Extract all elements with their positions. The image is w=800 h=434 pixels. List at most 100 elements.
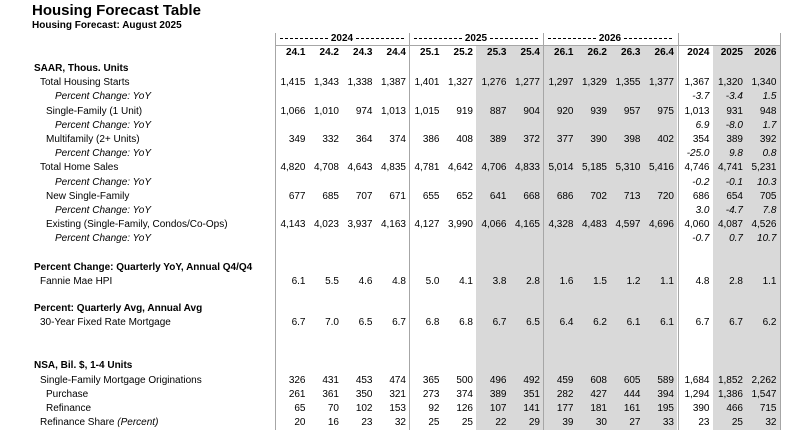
quarter-value: 655 (422, 190, 440, 202)
quarter-value: 1,010 (313, 105, 339, 117)
row-label-text: Refinance Share (40, 417, 115, 429)
quarter-value: 677 (288, 190, 306, 202)
column-header: 26.4 (654, 47, 674, 58)
quarter-value: 351 (523, 388, 540, 400)
annual-value: 10.3 (757, 176, 777, 188)
quarter-value: 6.5 (526, 317, 540, 329)
row-label: 30-Year Fixed Rate Mortgage (40, 316, 171, 330)
annual-value: 1,367 (684, 77, 710, 89)
quarter-value: 3.8 (492, 275, 507, 287)
quarter-value: 939 (590, 105, 607, 117)
quarter-value: 1,327 (447, 77, 473, 89)
quarter-value: 702 (590, 190, 607, 202)
quarter-value: 408 (456, 134, 473, 145)
column-header: 24.3 (353, 47, 373, 58)
quarter-value: 273 (422, 388, 440, 400)
quarter-value: 1,276 (481, 77, 507, 89)
quarter-value: 474 (389, 374, 406, 386)
quarter-value: 459 (556, 374, 574, 386)
quarter-value: 361 (322, 388, 339, 400)
annual-value: 4,526 (751, 219, 777, 231)
annual-value: -3.4 (725, 91, 743, 103)
quarter-value: 65 (294, 403, 306, 414)
quarter-value: 32 (394, 417, 406, 429)
table-subtitle: Housing Forecast: August 2025 (32, 20, 182, 31)
quarter-value: 431 (322, 374, 339, 386)
quarter-value: 70 (327, 403, 339, 414)
quarter-value: 5.0 (425, 275, 440, 287)
quarter-value: 350 (355, 388, 373, 400)
annual-value: 392 (759, 134, 777, 145)
annual-value: -3.7 (692, 91, 710, 103)
quarter-value: 394 (657, 388, 674, 400)
column-header: 26.2 (587, 47, 607, 58)
quarter-value: 652 (456, 190, 473, 202)
column-rule (409, 33, 410, 430)
quarter-value: 668 (523, 190, 540, 202)
quarter-value: 4,781 (414, 162, 440, 174)
annual-value: 354 (692, 134, 710, 145)
quarter-value: 321 (389, 388, 406, 400)
row-label: Percent Change: YoY (55, 147, 151, 161)
row-label: Percent Change: YoY (55, 232, 151, 246)
annual-value: -0.2 (692, 176, 710, 188)
quarter-value: 7.0 (325, 317, 339, 329)
quarter-value: 492 (523, 374, 540, 386)
quarter-value: 4,143 (280, 219, 306, 231)
quarter-value: 3,990 (447, 219, 473, 231)
annual-value: -25.0 (686, 148, 710, 160)
column-header: 24.2 (319, 47, 339, 58)
quarter-value: 1,329 (581, 77, 607, 89)
row-label: Percent Change: YoY (55, 90, 151, 104)
row-label-text: Existing (Single-Family, Condos/Co-Ops) (46, 219, 228, 231)
quarter-value: 389 (489, 134, 507, 145)
quarter-value: 398 (623, 134, 641, 145)
quarter-value: 4,163 (380, 219, 406, 231)
quarter-value: 4.8 (392, 275, 406, 287)
quarter-value: 5,014 (548, 162, 574, 174)
column-header: 25.1 (420, 47, 440, 58)
quarter-value: 161 (623, 403, 641, 414)
annual-value: 7.8 (762, 205, 777, 216)
row-label: Percent Change: YoY (55, 176, 151, 190)
quarter-value: 2.8 (526, 275, 540, 287)
quarter-value: 4,165 (514, 219, 540, 231)
row-label: Fannie Mae HPI (40, 275, 112, 289)
quarter-value: 326 (288, 374, 306, 386)
annual-value: -0.1 (725, 176, 743, 188)
quarter-value: 685 (322, 190, 339, 202)
quarter-value: 919 (456, 105, 473, 117)
annual-value: 715 (759, 403, 777, 414)
annual-value: 6.2 (762, 317, 777, 329)
row-label-text: Percent Change: YoY (55, 148, 151, 160)
quarter-value: 4.1 (459, 275, 473, 287)
year-group-header: 2025 (411, 31, 541, 45)
section-title: SAAR, Thous. Units (34, 63, 129, 74)
row-label-text: Percent Change: YoY (55, 233, 151, 245)
quarter-value: 4,833 (514, 162, 540, 174)
quarter-value: 1.6 (559, 275, 574, 287)
quarter-value: 686 (556, 190, 574, 202)
quarter-value: 39 (562, 417, 574, 429)
annual-value: 4.8 (695, 275, 710, 287)
quarter-value: 496 (489, 374, 507, 386)
quarter-value: 1,066 (280, 105, 306, 117)
column-header: 24.4 (386, 47, 406, 58)
quarter-value: 1,415 (280, 77, 306, 89)
quarter-value: 1,297 (548, 77, 574, 89)
annual-value: 686 (692, 190, 710, 202)
quarter-value: 3,937 (347, 219, 373, 231)
annual-value: 23 (698, 417, 710, 429)
column-header: 2026 (754, 47, 777, 58)
quarter-value: 5,416 (648, 162, 674, 174)
quarter-value: 22 (495, 417, 507, 429)
quarter-value: 444 (623, 388, 641, 400)
quarter-value: 957 (623, 105, 641, 117)
quarter-value: 4,066 (481, 219, 507, 231)
column-header: 2024 (687, 47, 710, 58)
column-header: 25.3 (487, 47, 507, 58)
quarter-value: 887 (489, 105, 507, 117)
quarter-value: 372 (523, 134, 540, 145)
quarter-value: 6.8 (425, 317, 440, 329)
quarter-value: 6.1 (626, 317, 641, 329)
